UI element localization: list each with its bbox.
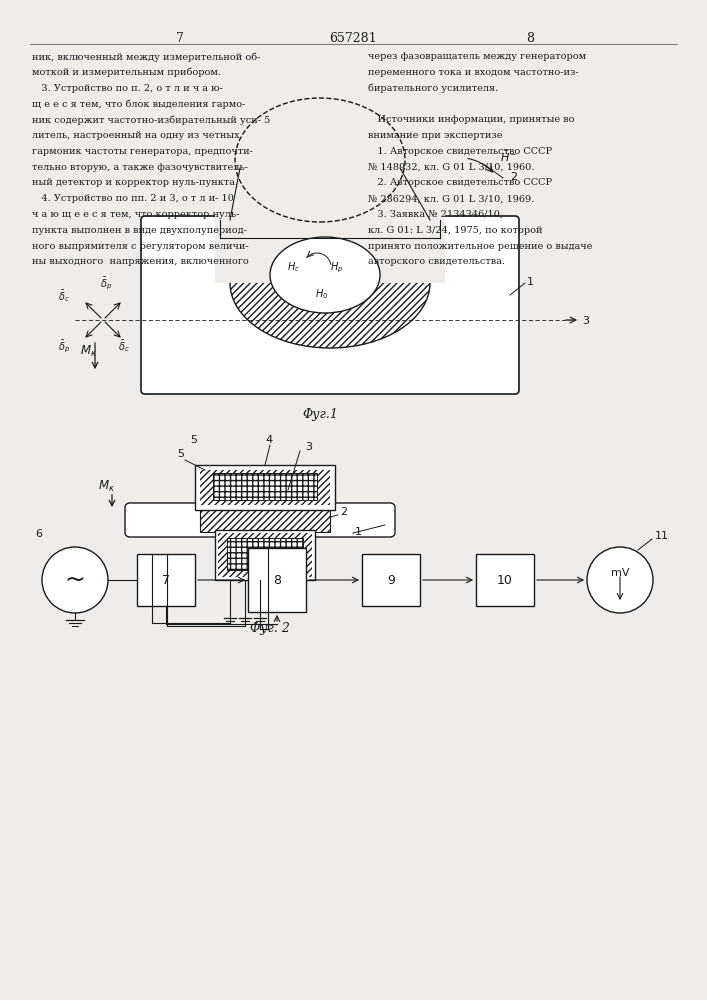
Text: тельно вторую, а также фазочувствитель-: тельно вторую, а также фазочувствитель- xyxy=(32,163,248,172)
Text: $H_c$: $H_c$ xyxy=(287,260,300,274)
Text: авторского свидетельства.: авторского свидетельства. xyxy=(368,257,505,266)
Text: 2: 2 xyxy=(340,507,347,517)
Text: кл. G 01: L 3/24, 1975, по которой: кл. G 01: L 3/24, 1975, по которой xyxy=(368,226,542,235)
Bar xyxy=(362,554,420,606)
Bar xyxy=(137,554,195,606)
Text: $\bar{\delta}_p$: $\bar{\delta}_p$ xyxy=(58,338,70,355)
Text: ный детектор и корректор нуль-пункта.: ный детектор и корректор нуль-пункта. xyxy=(32,178,238,187)
Bar xyxy=(248,548,306,612)
Bar xyxy=(200,508,330,532)
Text: 5: 5 xyxy=(190,435,197,445)
Text: $\bar{H}^{\sim}$: $\bar{H}^{\sim}$ xyxy=(500,150,518,164)
Text: принято положительное решение о выдаче: принято положительное решение о выдаче xyxy=(368,242,592,251)
Text: 2: 2 xyxy=(510,172,517,182)
Circle shape xyxy=(42,547,108,613)
Text: 1. Авторское свидетельство СССР: 1. Авторское свидетельство СССР xyxy=(368,147,552,156)
Ellipse shape xyxy=(270,237,380,313)
Text: 657281: 657281 xyxy=(329,32,377,45)
Bar xyxy=(195,465,335,510)
Bar xyxy=(200,470,330,505)
Text: ного выпрямителя с регулятором величи-: ного выпрямителя с регулятором величи- xyxy=(32,242,249,251)
Text: 2. Авторское свидетельство СССР: 2. Авторское свидетельство СССР xyxy=(368,178,552,187)
Text: 7: 7 xyxy=(162,574,170,586)
Text: Φуг.1: Φуг.1 xyxy=(302,408,338,421)
Text: $\bar{\delta}_c$: $\bar{\delta}_c$ xyxy=(58,288,70,304)
Text: 1: 1 xyxy=(527,277,534,287)
Text: через фазовращатель между генератором: через фазовращатель между генератором xyxy=(368,52,586,61)
Text: 10: 10 xyxy=(497,574,513,586)
Text: 8: 8 xyxy=(273,574,281,586)
Text: Φуг. 2: Φуг. 2 xyxy=(250,622,290,635)
Circle shape xyxy=(587,547,653,613)
Bar xyxy=(215,213,445,283)
Text: № 286294, кл. G 01 L 3/10, 1969.: № 286294, кл. G 01 L 3/10, 1969. xyxy=(368,194,534,203)
Text: 4: 4 xyxy=(265,435,272,445)
Text: литель, настроенный на одну из четных: литель, настроенный на одну из четных xyxy=(32,131,240,140)
Bar xyxy=(476,554,534,606)
Text: $M_\kappa$: $M_\kappa$ xyxy=(80,344,97,359)
Text: $H_0$: $H_0$ xyxy=(315,287,328,301)
Text: $\bar{\delta}_c$: $\bar{\delta}_c$ xyxy=(118,338,129,354)
Text: щ е е с я тем, что блок выделения гармо-: щ е е с я тем, что блок выделения гармо- xyxy=(32,99,245,109)
Text: Источники информации, принятые во: Источники информации, принятые во xyxy=(368,115,575,124)
Text: 9: 9 xyxy=(387,574,395,586)
Text: пункта выполнен в виде двухполупериод-: пункта выполнен в виде двухполупериод- xyxy=(32,226,247,235)
Bar xyxy=(218,533,312,577)
Text: внимание при экспертизе: внимание при экспертизе xyxy=(368,131,503,140)
Bar xyxy=(213,473,317,500)
Text: mV: mV xyxy=(611,568,629,578)
Text: ник содержит частотно-избирательный уси- 5: ник содержит частотно-избирательный уси-… xyxy=(32,115,270,125)
Text: переменного тока и входом частотно-из-: переменного тока и входом частотно-из- xyxy=(368,68,578,77)
Text: $M_\kappa$: $M_\kappa$ xyxy=(98,479,115,494)
Bar xyxy=(227,538,303,570)
Text: 3: 3 xyxy=(305,442,312,452)
Text: бирательного усилителя.: бирательного усилителя. xyxy=(368,84,498,93)
Text: 8: 8 xyxy=(526,32,534,45)
Text: ~: ~ xyxy=(64,568,86,592)
Text: $H_p$: $H_p$ xyxy=(330,260,344,275)
Text: 4. Устройство по пп. 2 и 3, о т л и- 10: 4. Устройство по пп. 2 и 3, о т л и- 10 xyxy=(32,194,234,203)
Text: 11: 11 xyxy=(655,531,669,541)
Text: 6: 6 xyxy=(35,529,42,539)
Text: ч а ю щ е е с я тем, что корректор нуль-: ч а ю щ е е с я тем, что корректор нуль- xyxy=(32,210,240,219)
Ellipse shape xyxy=(235,98,405,222)
Text: ник, включенный между измерительной об-: ник, включенный между измерительной об- xyxy=(32,52,260,62)
Text: 3: 3 xyxy=(582,316,589,326)
Text: 3. Устройство по п. 2, о т л и ч а ю-: 3. Устройство по п. 2, о т л и ч а ю- xyxy=(32,84,223,93)
Text: гармоник частоты генератора, предпочти-: гармоник частоты генератора, предпочти- xyxy=(32,147,253,156)
Text: моткой и измерительным прибором.: моткой и измерительным прибором. xyxy=(32,68,221,77)
Bar xyxy=(200,508,330,532)
Text: 1: 1 xyxy=(355,527,362,537)
Text: 3. Заявка № 2134346/10,: 3. Заявка № 2134346/10, xyxy=(368,210,503,219)
Bar xyxy=(220,220,440,238)
Text: ны выходного  напряжения, включенного: ны выходного напряжения, включенного xyxy=(32,257,249,266)
FancyBboxPatch shape xyxy=(141,216,519,394)
Text: $\bar{\delta}_p$: $\bar{\delta}_p$ xyxy=(100,275,112,292)
Text: № 148932, кл. G 01 L 3/10, 1960.: № 148932, кл. G 01 L 3/10, 1960. xyxy=(368,163,534,172)
Text: 5: 5 xyxy=(177,449,184,459)
Bar xyxy=(215,530,315,580)
Text: 7: 7 xyxy=(176,32,184,45)
FancyBboxPatch shape xyxy=(125,503,395,537)
